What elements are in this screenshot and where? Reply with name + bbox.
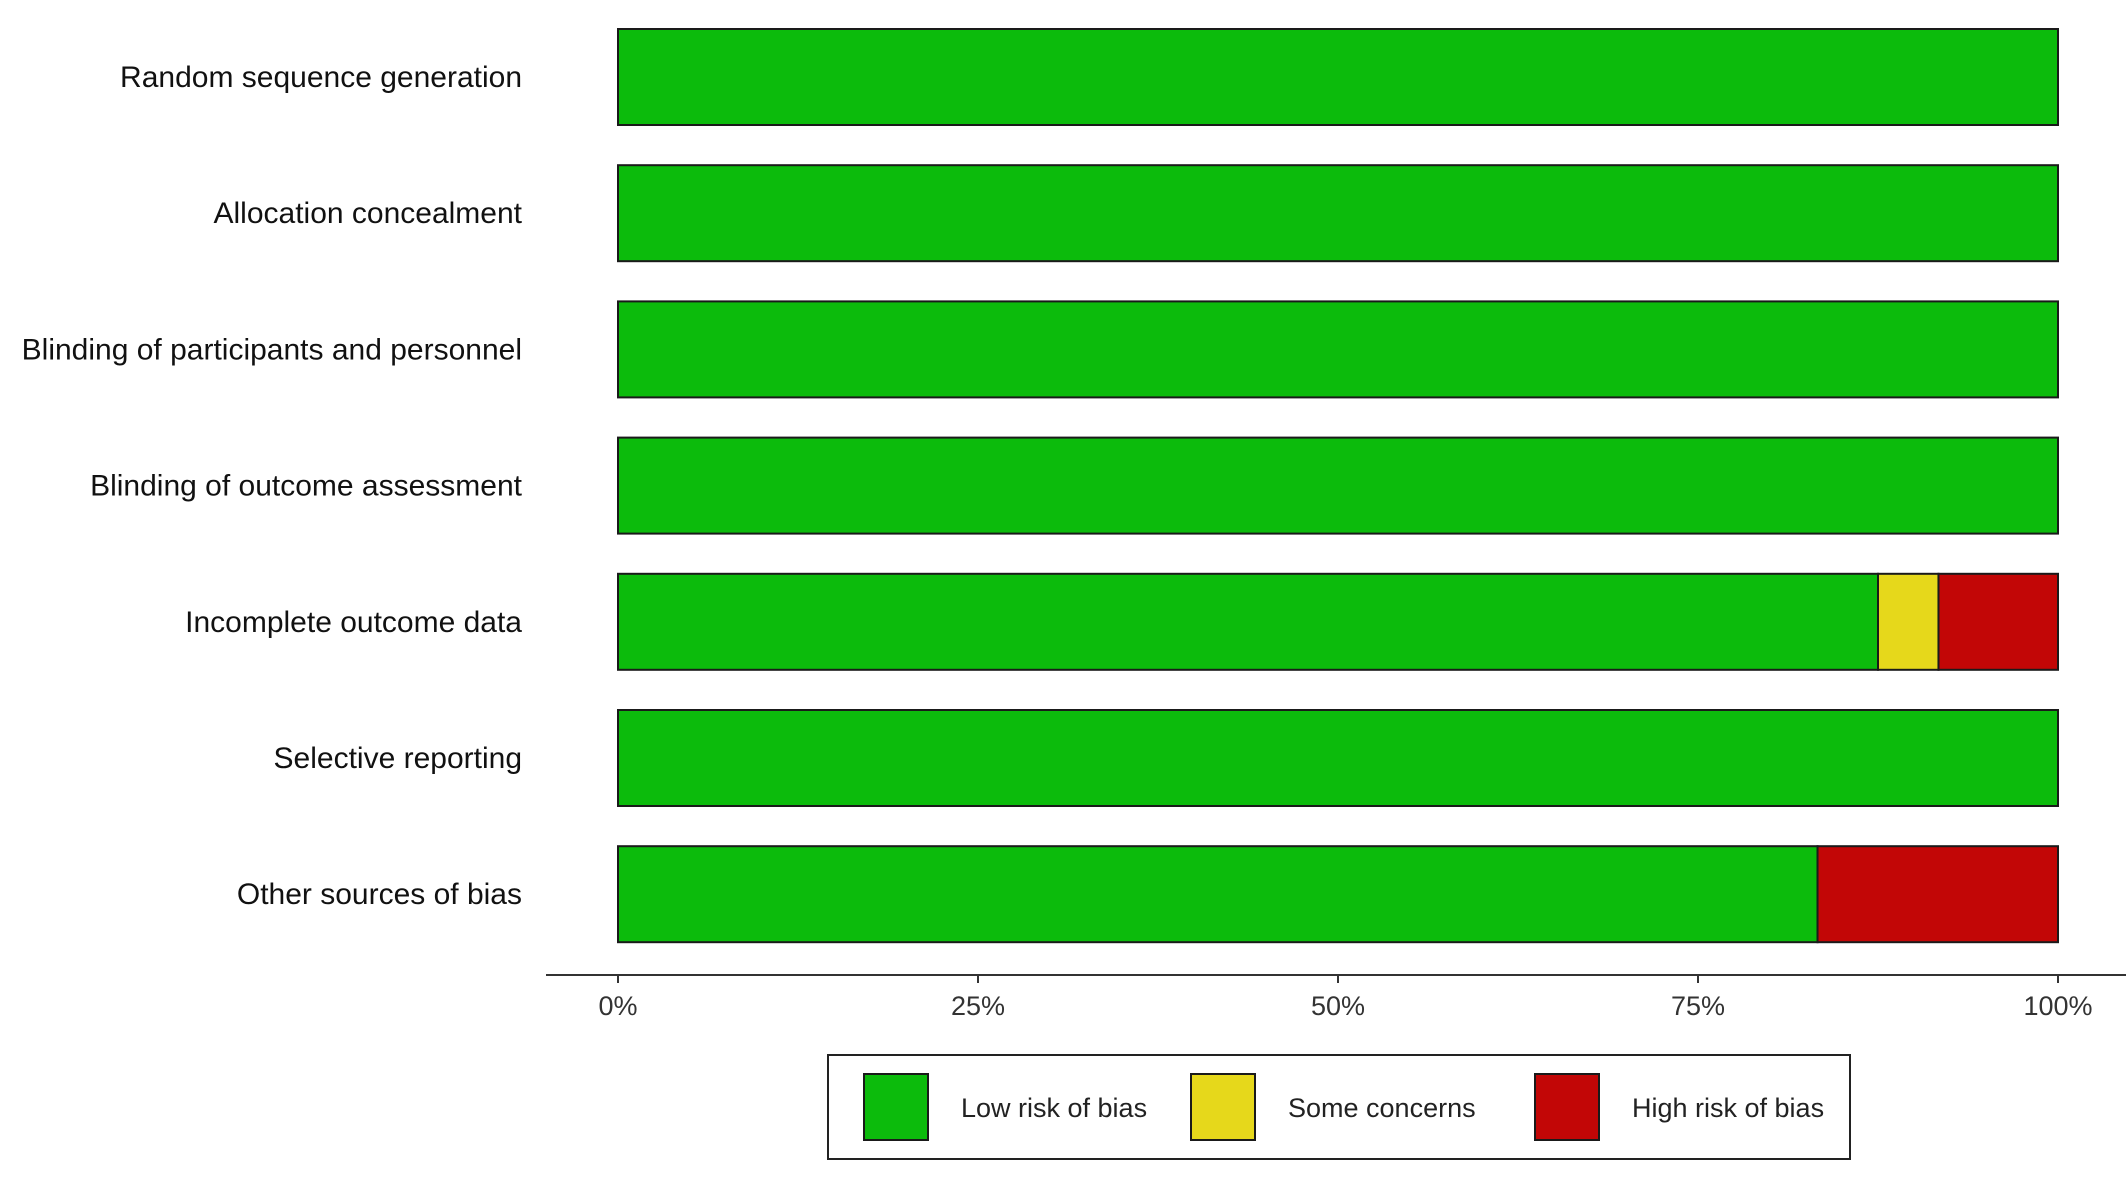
legend-swatch xyxy=(1534,1073,1600,1141)
bar-segment xyxy=(617,436,2059,535)
bar-segment xyxy=(617,709,2059,807)
bar-segment xyxy=(1877,572,1940,671)
stacked-bars xyxy=(617,28,2060,944)
legend-label: High risk of bias xyxy=(1632,1093,1824,1123)
category-label: Incomplete outcome data xyxy=(185,606,522,639)
category-label: Blinding of outcome assessment xyxy=(90,470,523,503)
bar-segment xyxy=(617,28,2059,126)
category-label: Random sequence generation xyxy=(120,61,522,94)
legend-label: Low risk of bias xyxy=(961,1093,1147,1123)
legend-box xyxy=(827,1054,1851,1160)
category-label: Selective reporting xyxy=(274,742,522,775)
legend-swatch xyxy=(863,1073,929,1141)
category-label: Blinding of participants and personnel xyxy=(22,333,522,366)
bar-segment xyxy=(617,572,1879,671)
category-label: Allocation concealment xyxy=(213,197,522,230)
x-axis: 0% 25% 50% 75% 100% xyxy=(546,974,2126,1021)
x-tick-label: 25% xyxy=(951,991,1005,1021)
bar-segment xyxy=(617,164,2059,263)
bar-segment xyxy=(617,300,2059,399)
legend-label: Some concerns xyxy=(1288,1093,1476,1123)
x-tick-label: 50% xyxy=(1311,991,1365,1021)
category-label: Other sources of bias xyxy=(237,878,522,911)
legend: Low risk of bias Some concerns High risk o… xyxy=(827,1054,1851,1160)
bar-segment xyxy=(1937,572,2059,671)
x-tick-label: 100% xyxy=(2023,991,2092,1021)
x-tick-label: 0% xyxy=(598,991,637,1021)
category-labels: Random sequence generation Allocation con… xyxy=(22,61,523,911)
x-tick-label: 75% xyxy=(1671,991,1725,1021)
bar-segment xyxy=(617,845,1819,944)
bar-segment xyxy=(1816,845,2060,944)
legend-swatch xyxy=(1190,1073,1256,1141)
